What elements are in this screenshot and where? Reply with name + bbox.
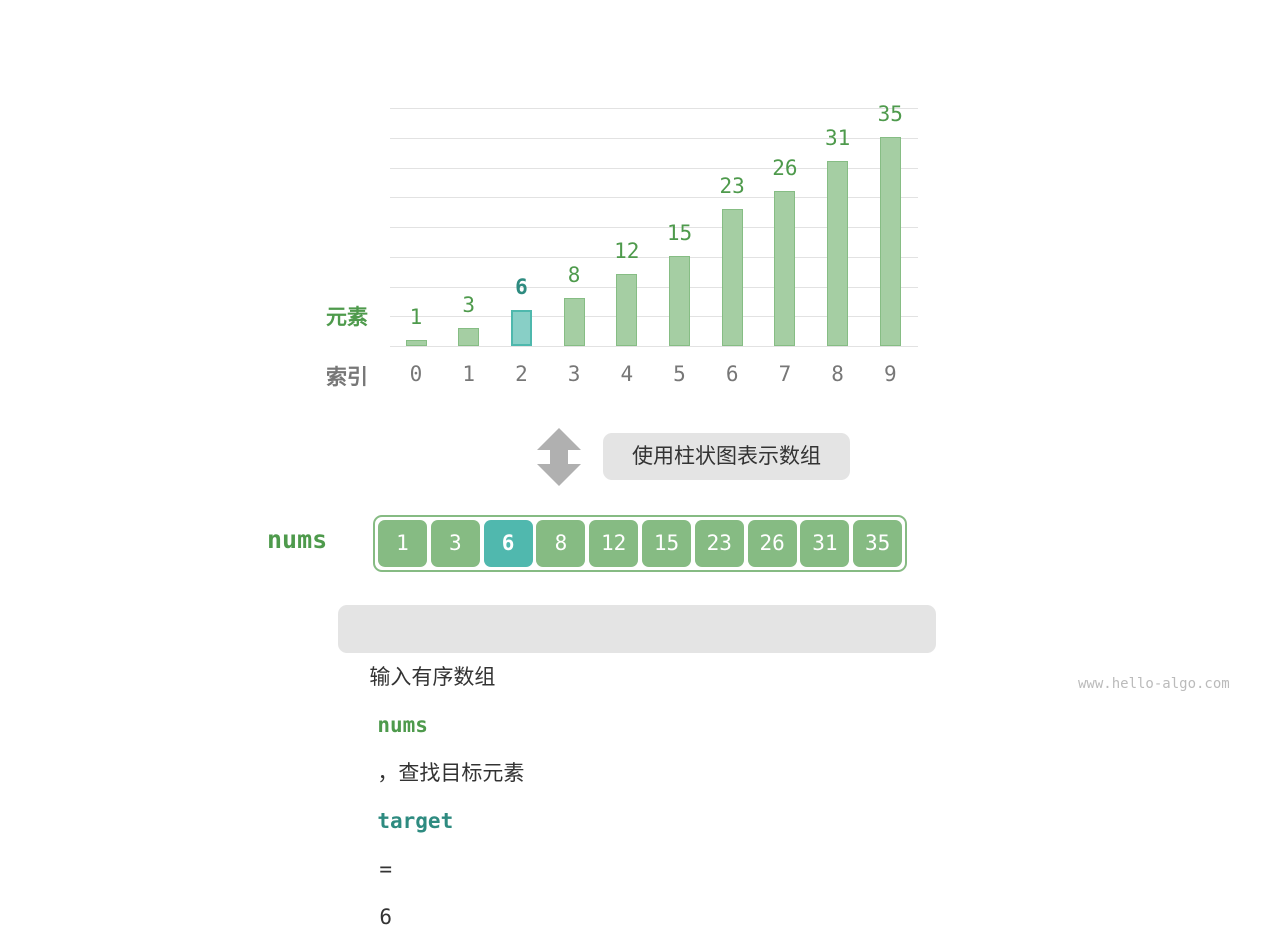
bar bbox=[458, 328, 480, 346]
bar bbox=[669, 256, 690, 346]
array-cell: 8 bbox=[536, 520, 586, 567]
bar bbox=[405, 340, 427, 346]
bar bbox=[879, 137, 901, 346]
caption-prefix: 输入有序数组 bbox=[369, 665, 496, 689]
bar bbox=[774, 190, 796, 346]
transform-label: 使用柱状图表示数组 bbox=[603, 433, 850, 480]
bar bbox=[510, 310, 532, 346]
bar-value-label: 15 bbox=[666, 221, 693, 246]
bar bbox=[827, 160, 849, 346]
index-label: 8 bbox=[831, 362, 844, 386]
array-cell: 23 bbox=[694, 520, 744, 567]
caption-middle: ，查找目标元素 bbox=[377, 761, 525, 785]
index-label: 7 bbox=[778, 362, 792, 386]
bar-value-label: 1 bbox=[409, 305, 423, 330]
gridline bbox=[390, 167, 918, 169]
index-label: 4 bbox=[620, 362, 634, 386]
array-name: nums bbox=[267, 525, 328, 554]
caption-equals: = bbox=[379, 857, 393, 881]
array-cell: 12 bbox=[589, 520, 639, 567]
gridline bbox=[390, 286, 918, 288]
array-container bbox=[373, 515, 907, 572]
caption: 输入有序数组 nums ，查找目标元素 target = 6 bbox=[338, 605, 936, 929]
index-label: 9 bbox=[883, 362, 897, 386]
bar-value-label: 3 bbox=[462, 293, 476, 318]
index-label: 5 bbox=[673, 362, 686, 386]
array-cell: 3 bbox=[430, 520, 480, 567]
index-label: 3 bbox=[567, 362, 581, 386]
array-cell: 35 bbox=[853, 520, 903, 567]
double-arrow-icon bbox=[537, 428, 581, 486]
array-cell: 6 bbox=[483, 520, 533, 567]
caption-array-name: nums bbox=[377, 713, 428, 737]
array-cell: 15 bbox=[642, 520, 691, 567]
array-cell: 26 bbox=[747, 520, 797, 567]
bar bbox=[563, 298, 585, 346]
index-row-label: 索引 bbox=[326, 365, 368, 389]
bar-value-label: 8 bbox=[567, 263, 581, 288]
array-cell: 1 bbox=[378, 520, 427, 567]
bar bbox=[721, 208, 743, 346]
gridline bbox=[390, 316, 918, 318]
bar-value-label: 26 bbox=[772, 155, 798, 180]
bar-value-label: 23 bbox=[719, 173, 745, 198]
gridline bbox=[390, 256, 918, 258]
bar-value-label: 12 bbox=[614, 239, 640, 264]
array-cell: 31 bbox=[800, 520, 850, 567]
gridline bbox=[390, 137, 918, 139]
gridline bbox=[390, 227, 918, 228]
gridline bbox=[390, 108, 918, 109]
index-label: 2 bbox=[515, 362, 528, 386]
gridline bbox=[390, 346, 918, 347]
bar-value-label: 6 bbox=[515, 275, 528, 300]
gridline bbox=[390, 197, 918, 199]
index-label: 1 bbox=[462, 362, 476, 386]
index-label: 6 bbox=[725, 362, 739, 386]
bar bbox=[616, 274, 638, 346]
bar-value-label: 31 bbox=[824, 125, 851, 150]
caption-target-name: target bbox=[377, 809, 454, 833]
caption-target-value: 6 bbox=[379, 905, 393, 929]
value-row-label: 元素 bbox=[326, 305, 368, 329]
watermark: www.hello-algo.com bbox=[1078, 676, 1230, 692]
bar-value-label: 35 bbox=[877, 102, 903, 126]
index-label: 0 bbox=[409, 362, 423, 386]
